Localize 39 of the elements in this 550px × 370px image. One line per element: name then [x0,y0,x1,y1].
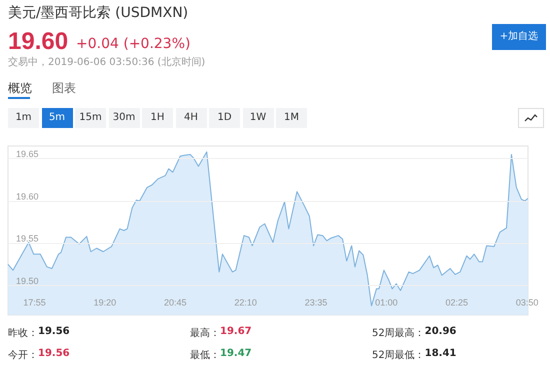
text: 昨收： [8,327,38,340]
text: 19.47 [220,348,252,359]
x-tick-label: 02:25 [446,298,468,308]
x-tick-label: 19:20 [94,298,116,308]
text: 5m [42,108,72,128]
y-tick-label: 19.50 [16,276,39,286]
x-tick-label: 22:10 [234,298,257,308]
text: 1M [276,108,307,128]
x-tick-label: 01:00 [375,298,398,308]
text: 20.96 [424,326,456,337]
text: 交易中，2019-06-06 03:50:36 (北京时间) [8,56,206,69]
y-tick-label: 19.55 [16,234,39,244]
x-tick-label: 17:55 [23,298,46,308]
text: 今开： [8,349,38,362]
text: 18.41 [424,348,456,359]
text: 概览 [8,80,32,97]
text: 4H [176,108,206,128]
text: 1H [142,108,173,128]
text: 19.56 [38,326,70,337]
text: 52周最低： [372,349,425,362]
text: 最高： [190,326,220,340]
y-tick-label: 19.65 [16,149,39,160]
text: 1W [242,108,274,128]
x-tick-label: 23:35 [304,298,328,308]
text: 15m [75,108,106,128]
text: 1m [8,108,39,128]
text: 图表 [52,80,76,97]
text: 最低： [190,349,220,362]
x-tick-label: 03:50 [516,298,538,308]
text: 52周最高： [372,326,425,340]
text: 30m [108,108,140,128]
text: 1D [209,108,240,128]
text: +加自选 [492,24,546,50]
chart-title: 美元/墨西哥比索 (USDMXN) [8,4,188,22]
text: 19.56 [38,348,70,359]
y-tick-label: 19.60 [16,191,39,202]
text: 19.67 [220,326,252,337]
x-tick-label: 20:45 [164,298,187,308]
text: +0.04 (+0.23%) [76,36,190,52]
